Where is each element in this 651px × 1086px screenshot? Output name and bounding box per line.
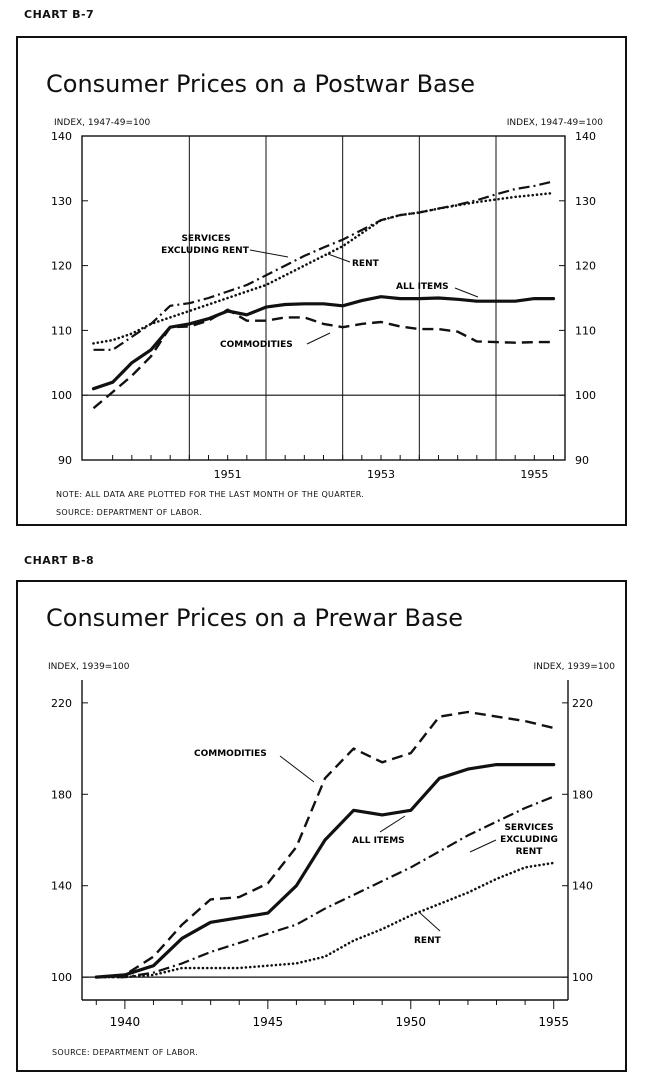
chart-b8-annotation-commodities: COMMODITIES (194, 749, 267, 759)
chart-b8-annotation-services: SERVICES (504, 823, 553, 833)
chart-b8-xtick-label: 1945 (253, 1015, 284, 1029)
chart-b8-ytick-label-left: 140 (51, 880, 72, 893)
chart-b8-ytick-label-right: 220 (572, 697, 593, 710)
chart-b7-annotation-rent: RENT (352, 259, 380, 269)
chart-b7-ytick-label-right: 130 (575, 195, 596, 208)
chart-b8-annotation-services: EXCLUDING (500, 835, 558, 845)
chart-b8-series-rent (95, 861, 555, 979)
chart-b8-annotation-leader (279, 755, 315, 783)
chart-b7-ytick-label-right: 90 (575, 454, 589, 467)
chart-b7-annotation-leader (249, 249, 289, 258)
chart-b8-annotation-services: RENT (516, 847, 544, 857)
chart-b8-annotation-leader (379, 815, 406, 833)
chart-b8-xtick-label: 1950 (395, 1015, 426, 1029)
chart-b7-ytick-label-left: 140 (51, 130, 72, 143)
chart-b8-annotation-leader (419, 912, 441, 932)
chart-b8-source: SOURCE: DEPARTMENT OF LABOR. (52, 1048, 198, 1057)
chart-b8-annotation-all-items: ALL ITEMS (352, 836, 405, 846)
chart-b7-ytick-label-left: 120 (51, 260, 72, 273)
chart-b7-xtick-label: 1955 (520, 468, 548, 481)
chart-b7-series-commodities (92, 308, 554, 410)
chart-b8-title: Consumer Prices on a Prewar Base (46, 604, 463, 632)
chart-b7-ytick-label-right: 100 (575, 389, 596, 402)
chart-b8-series-commodities (96, 710, 554, 979)
chart-b7-source: SOURCE: DEPARTMENT OF LABOR. (56, 508, 202, 517)
chart-b7-ytick-label-left: 110 (51, 324, 72, 337)
chart-b7-label: CHART B-7 (24, 8, 95, 21)
chart-b8-ytick-label-right: 100 (572, 971, 593, 984)
chart-b7-series-services-excluding-rent (93, 180, 554, 351)
chart-b7-annotation-commodities: COMMODITIES (220, 340, 293, 350)
chart-b7-title: Consumer Prices on a Postwar Base (46, 70, 476, 98)
chart-b7-ytick-label-right: 110 (575, 324, 596, 337)
chart-b7-annotation-leader (327, 253, 351, 263)
chart-b7-ytick-label-left: 90 (58, 454, 72, 467)
chart-b7-note: NOTE: ALL DATA ARE PLOTTED FOR THE LAST … (56, 490, 365, 499)
chart-b7-left-unit: INDEX, 1947-49=100 (54, 118, 151, 128)
chart-b7-annotation-all-items: ALL ITEMS (396, 282, 449, 292)
chart-b8-xtick-label: 1940 (110, 1015, 141, 1029)
chart-b7-annotation-leader (454, 287, 479, 298)
chart-b8-annotation-rent: RENT (414, 936, 442, 946)
chart-b8-series-all-items (94, 763, 556, 979)
chart-b8-series-services-excluding-rent (96, 795, 555, 979)
chart-b8-left-unit: INDEX, 1939=100 (48, 662, 130, 672)
chart-b8-xtick-label: 1955 (538, 1015, 569, 1029)
chart-b8-right-unit: INDEX, 1939=100 (533, 662, 615, 672)
chart-b7-right-unit: INDEX, 1947-49=100 (506, 118, 603, 128)
chart-b7-panel: Consumer Prices on a Postwar Base INDEX,… (16, 36, 627, 526)
chart-b7-ytick-label-left: 130 (51, 195, 72, 208)
chart-b8-ytick-label-left: 100 (51, 971, 72, 984)
chart-b8-ytick-label-left: 220 (51, 697, 72, 710)
chart-b7-annotation-services: SERVICES (181, 234, 230, 244)
chart-b8-ytick-label-left: 180 (51, 788, 72, 801)
chart-b7-ytick-label-right: 120 (575, 260, 596, 273)
chart-b7-xtick-label: 1951 (214, 468, 242, 481)
chart-b8-ytick-label-right: 180 (572, 788, 593, 801)
chart-b7-series-rent (92, 191, 555, 345)
chart-b8-annotation-leader (469, 839, 497, 853)
chart-b8-ytick-label-right: 140 (572, 880, 593, 893)
chart-b7-annotation-services: EXCLUDING RENT (161, 246, 250, 256)
chart-b7-ytick-label-right: 140 (575, 130, 596, 143)
chart-b7-annotation-leader (306, 332, 331, 345)
chart-b8-panel: Consumer Prices on a Prewar Base INDEX, … (16, 580, 627, 1072)
chart-b8-label: CHART B-8 (24, 554, 95, 567)
chart-b7-ytick-label-left: 100 (51, 389, 72, 402)
chart-b7-xtick-label: 1953 (367, 468, 395, 481)
